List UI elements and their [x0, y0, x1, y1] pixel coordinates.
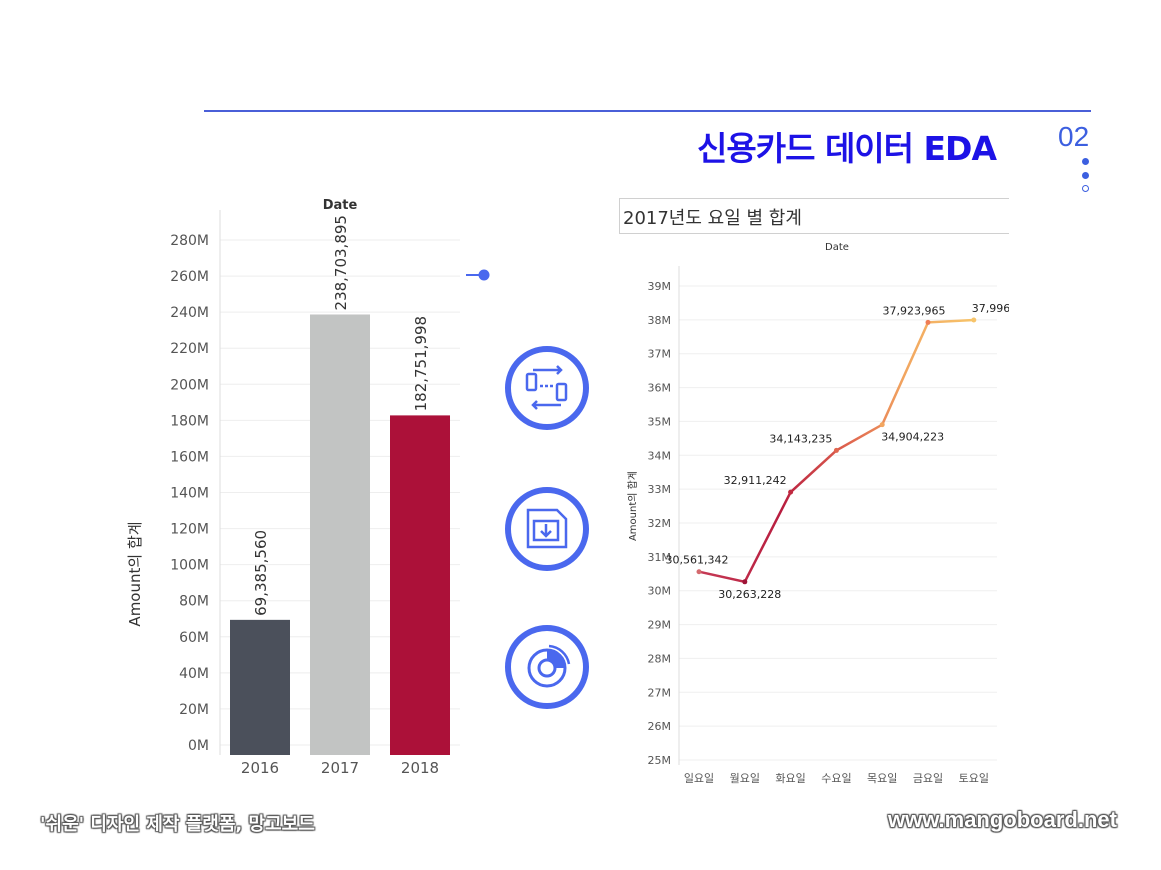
timeline-handle[interactable]	[464, 268, 494, 282]
line-value-label: 34,904,223	[881, 431, 944, 444]
line-point-일요일[interactable]	[696, 569, 702, 575]
line-point-토요일[interactable]	[971, 317, 977, 323]
bar-y-tick-label: 200M	[170, 377, 209, 393]
slide-title: 신용카드 데이터 EDA	[697, 129, 997, 168]
pager-dot-2[interactable]	[1082, 172, 1089, 179]
line-y-tick-label: 33M	[648, 483, 672, 496]
line-value-label: 32,911,242	[724, 474, 787, 487]
line-y-tick-label: 26M	[648, 720, 672, 733]
line-point-화요일[interactable]	[788, 489, 794, 495]
bar-x-tick-label: 2016	[241, 759, 279, 777]
line-x-tick-label: 수요일	[821, 771, 851, 785]
pager-dot-1[interactable]	[1082, 158, 1089, 165]
bar-y-tick-label: 220M	[170, 341, 209, 357]
bar-y-tick-label: 80M	[179, 594, 209, 610]
footer-left-text: '쉬운' 디자인 제작 플랫폼, 망고보드	[40, 814, 315, 835]
line-y-tick-label: 34M	[648, 449, 672, 462]
line-chart-subtitle: Date	[825, 242, 849, 253]
line-y-tick-label: 36M	[648, 382, 672, 395]
bar-y-tick-label: 0M	[188, 738, 209, 754]
line-point-수요일[interactable]	[833, 447, 839, 453]
bar-y-tick-label: 180M	[170, 413, 209, 429]
bar-y-tick-label: 60M	[179, 630, 209, 646]
line-point-월요일[interactable]	[742, 579, 748, 585]
bar-value-label: 182,751,998	[412, 316, 430, 411]
line-chart-y-axis-label: Amount의 합계	[627, 471, 639, 541]
page-number: 02	[1058, 121, 1090, 152]
line-x-tick-label: 화요일	[775, 771, 805, 785]
data-transfer-icon[interactable]	[505, 346, 589, 430]
bar-y-tick-label: 20M	[179, 702, 209, 718]
line-y-tick-label: 29M	[648, 619, 672, 632]
bar-x-tick-label: 2017	[321, 759, 359, 777]
line-chart-title: 2017년도 요일 별 합계	[619, 198, 1009, 234]
line-x-tick-label: 목요일	[867, 771, 897, 785]
line-value-label: 37,923,965	[883, 304, 946, 317]
bar-chart-y-axis-label: Amount의 합계	[126, 521, 144, 626]
bar-x-tick-label: 2018	[401, 759, 439, 777]
line-y-tick-label: 37M	[648, 348, 672, 361]
line-y-tick-label: 31M	[648, 551, 672, 564]
line-point-목요일[interactable]	[879, 422, 885, 428]
line-y-tick-label: 27M	[648, 686, 672, 699]
line-value-label: 37,996,660	[972, 302, 1009, 315]
bar-value-label: 238,703,895	[332, 215, 350, 310]
line-y-tick-label: 32M	[648, 517, 672, 530]
bar-y-tick-label: 160M	[170, 449, 209, 465]
bar-chart: 0M 20M 40M 60M 80M 100M 120M 140M 160M 180M 200M 22…	[126, 198, 460, 777]
line-point-금요일[interactable]	[925, 319, 931, 325]
line-y-tick-label: 30M	[648, 585, 672, 598]
bar-y-tick-label: 40M	[179, 666, 209, 682]
line-value-label: 34,143,235	[769, 432, 832, 445]
line-value-label: 30,561,342	[666, 554, 729, 567]
line-chart: Date 25M 26M 27M 28M 29M 30M 31M 32M 33M 34M 35M 36…	[627, 242, 1009, 785]
line-y-tick-label: 35M	[648, 415, 672, 428]
bar-y-tick-label: 260M	[170, 269, 209, 285]
bar-y-tick-label: 140M	[170, 486, 209, 502]
bar-2018[interactable]	[390, 415, 450, 755]
donut-chart-icon[interactable]	[505, 625, 589, 709]
pager-dot-3[interactable]	[1082, 185, 1089, 192]
bar-y-tick-label: 240M	[170, 305, 209, 321]
folder-download-icon[interactable]	[505, 487, 589, 571]
line-y-tick-label: 28M	[648, 652, 672, 665]
line-x-tick-label: 일요일	[684, 771, 714, 785]
bar-value-label: 69,385,560	[252, 530, 270, 616]
footer-right-text: www.mangoboard.net	[888, 807, 1117, 832]
line-value-label: 30,263,228	[718, 588, 781, 601]
bar-y-tick-label: 280M	[170, 233, 209, 249]
bar-chart-title: Date	[323, 198, 358, 213]
line-y-tick-label: 25M	[648, 754, 672, 767]
line-y-tick-label: 38M	[648, 314, 672, 327]
line-y-tick-label: 39M	[648, 280, 672, 293]
bar-2016[interactable]	[230, 619, 290, 755]
line-x-tick-label: 월요일	[730, 771, 760, 785]
line-x-tick-label: 금요일	[913, 771, 943, 785]
header-rule	[204, 110, 1091, 112]
line-x-tick-label: 토요일	[959, 771, 989, 785]
bar-y-tick-label: 100M	[170, 558, 209, 574]
bar-2017[interactable]	[310, 314, 370, 755]
bar-y-tick-label: 120M	[170, 522, 209, 538]
